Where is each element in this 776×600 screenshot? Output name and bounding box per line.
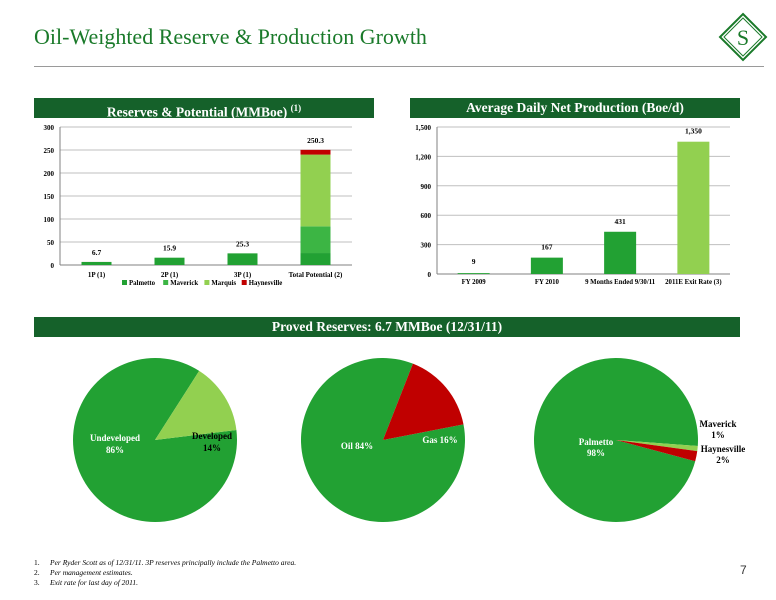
- pie-percent: 98%: [587, 448, 605, 458]
- title-divider: [34, 66, 764, 67]
- pie-label: Maverick: [700, 419, 737, 429]
- pie-label: Haynesville: [701, 444, 746, 454]
- y-tick-label: 150: [44, 193, 55, 201]
- x-tick-label: Total Potential (2): [289, 271, 343, 279]
- pie-percent: 14%: [203, 443, 221, 453]
- legend-swatch: [163, 280, 169, 285]
- y-tick-label: 0: [51, 262, 55, 270]
- bar-value-label: 167: [541, 243, 553, 252]
- pie-slice: [383, 363, 464, 440]
- reserves-banner-footnote: (1): [290, 103, 302, 113]
- y-tick-label: 1,500: [415, 124, 431, 132]
- bar-segment: [227, 253, 258, 265]
- pie-label: Developed: [192, 431, 232, 441]
- pie-percent: 1%: [711, 430, 725, 440]
- y-tick-label: 0: [428, 271, 432, 279]
- diamond-logo-icon: S: [718, 12, 768, 62]
- footnote: 2. Per management estimates.: [34, 568, 133, 577]
- legend-label: Palmetto: [129, 280, 156, 287]
- bar-total-label: 250.3: [307, 136, 324, 145]
- bar-segment: [300, 149, 331, 155]
- pie-label: Oil 84%: [341, 441, 373, 451]
- bar-value-label: 1,350: [685, 127, 702, 136]
- legend-label: Marquis: [211, 280, 236, 287]
- x-tick-label: FY 2009: [462, 279, 487, 286]
- x-tick-label: 3P (1): [234, 271, 252, 279]
- bar-segment: [300, 253, 331, 265]
- pie-percent: 2%: [716, 455, 730, 465]
- y-tick-label: 300: [44, 124, 55, 132]
- production-chart: 0 300 600 900 1,200 1,500 9 FY 2009 167 FY 2010 43…: [415, 124, 730, 286]
- x-tick-label: 2P (1): [161, 271, 179, 279]
- pie-slice: [616, 440, 698, 452]
- footnotes: 1. Per Ryder Scott as of 12/31/11. 3P res…: [34, 558, 296, 588]
- legend-swatch: [241, 280, 247, 285]
- bar-total-label: 15.9: [163, 244, 176, 253]
- bar-segment: [81, 261, 112, 265]
- y-tick-label: 50: [47, 239, 55, 247]
- bar-segment: [154, 257, 185, 265]
- production-banner-text: Average Daily Net Production (Boe/d): [466, 100, 684, 115]
- pie-slice: [616, 440, 698, 462]
- y-tick-label: 200: [44, 170, 55, 178]
- pie-label: Palmetto: [579, 437, 614, 447]
- y-tick-label: 250: [44, 147, 55, 155]
- proved-reserves-pies: Undeveloped 86% Developed 14% Oil 84% Gas 16%…: [73, 358, 746, 523]
- bar: [457, 273, 490, 274]
- bar: [530, 257, 563, 274]
- legend-label: Haynesville: [249, 280, 283, 287]
- y-tick-label: 600: [421, 212, 432, 220]
- logo-letter: S: [737, 25, 749, 50]
- pie-slice: [155, 370, 237, 440]
- page-number: 7: [740, 563, 747, 577]
- bar: [604, 231, 637, 274]
- bar-total-label: 6.7: [92, 248, 102, 257]
- legend-label: Maverick: [170, 280, 198, 287]
- y-tick-label: 300: [421, 242, 432, 250]
- reserves-banner-text: Reserves & Potential (MMBoe): [106, 104, 291, 120]
- bar-value-label: 9: [472, 257, 476, 266]
- pie-label: Undeveloped: [90, 433, 140, 443]
- y-tick-label: 900: [421, 183, 432, 191]
- footnote: 3. Exit rate for last day of 2011.: [34, 578, 138, 587]
- footnote: 1. Per Ryder Scott as of 12/31/11. 3P res…: [34, 558, 297, 567]
- proved-reserves-banner: Proved Reserves: 6.7 MMBoe (12/31/11): [34, 317, 740, 337]
- bar: [677, 141, 710, 274]
- proved-banner-text: Proved Reserves: 6.7 MMBoe (12/31/11): [271, 319, 503, 334]
- pie-percent: 86%: [106, 445, 124, 455]
- bar-segment: [300, 154, 331, 227]
- pie-slice: [301, 358, 465, 522]
- production-banner: Average Daily Net Production (Boe/d): [410, 98, 740, 118]
- reserves-banner: Reserves & Potential (MMBoe) (1): [34, 98, 374, 120]
- reserves-chart: 0 50 100 150 200 250 300 6.7 1P (1) 15.9 2P (1) 25.…: [44, 124, 352, 287]
- x-tick-label: 1P (1): [88, 271, 106, 279]
- x-tick-label: 9 Months Ended 9/30/11: [585, 279, 656, 286]
- bar-value-label: 431: [615, 217, 627, 226]
- legend-swatch: [122, 280, 127, 285]
- x-tick-label: 2011E Exit Rate (3): [665, 279, 721, 286]
- bar-total-label: 25.3: [236, 239, 249, 248]
- x-tick-label: FY 2010: [535, 279, 560, 286]
- pie-slice: [534, 358, 698, 523]
- pie-label: Gas 16%: [422, 435, 457, 445]
- bar-segment: [300, 226, 331, 254]
- y-tick-label: 1,200: [415, 153, 431, 161]
- legend-swatch: [204, 280, 210, 285]
- y-tick-label: 100: [44, 216, 55, 224]
- page-title: Oil-Weighted Reserve & Production Growth: [34, 24, 427, 49]
